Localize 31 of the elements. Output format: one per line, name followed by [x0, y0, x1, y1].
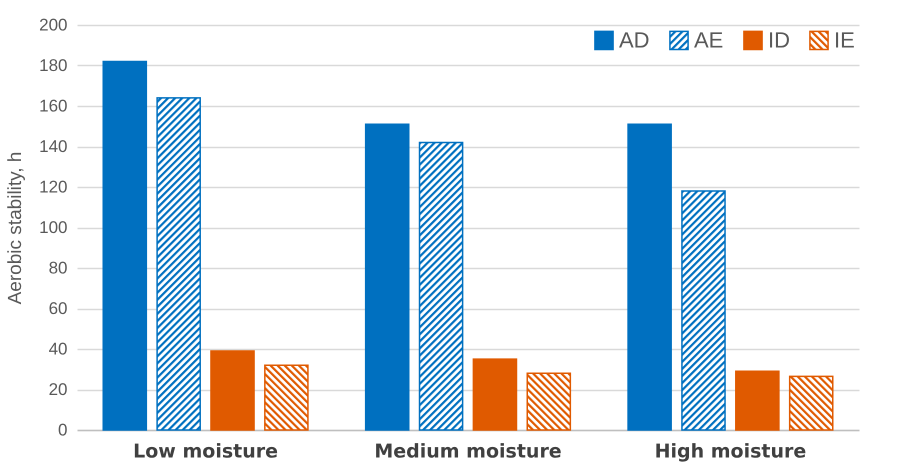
x-tick-label: High moisture	[654, 440, 806, 462]
bar	[264, 364, 309, 431]
y-tick-label: 200	[39, 16, 68, 34]
bar	[735, 370, 780, 431]
y-tick-label: 120	[39, 178, 68, 196]
bar	[627, 123, 672, 431]
y-axis-title: Aerobic stability, h	[5, 152, 26, 304]
x-tick-label: Low moisture	[133, 440, 278, 462]
y-tick-label: 180	[39, 56, 68, 75]
bar	[210, 350, 255, 431]
bar	[681, 190, 726, 431]
y-tick-label: 80	[48, 258, 68, 278]
legend-label: AD	[619, 27, 650, 52]
legend-label: AE	[694, 27, 724, 52]
y-tick-label: 140	[39, 137, 68, 156]
y-tick-label: 160	[39, 96, 68, 116]
bar	[156, 97, 201, 431]
y-tick-label: 20	[48, 380, 68, 399]
y-tick-label: 40	[48, 340, 68, 358]
x-tick-label: Medium moisture	[374, 440, 562, 462]
bar	[418, 142, 464, 431]
legend-label: IE	[834, 27, 855, 52]
bar	[526, 372, 572, 431]
y-tick-label: 60	[48, 299, 68, 318]
y-tick-label: 0	[58, 420, 68, 440]
legend-label: ID	[768, 27, 790, 52]
y-tick-label: 100	[39, 218, 68, 237]
bar	[364, 123, 410, 431]
bar	[788, 376, 834, 431]
bar	[472, 358, 518, 431]
bar	[102, 60, 148, 431]
